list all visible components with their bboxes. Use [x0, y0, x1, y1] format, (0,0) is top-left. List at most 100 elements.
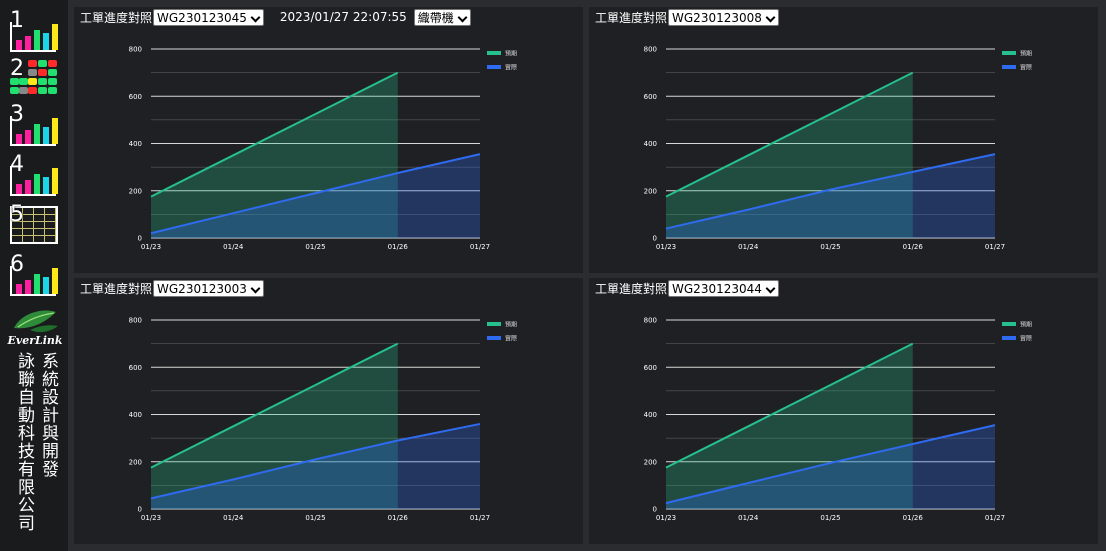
panel-header: 工單進度對照 WG230123003 [80, 278, 264, 298]
x-tick-label: 01/26 [388, 514, 409, 522]
nav-item-5[interactable]: 5 [8, 202, 58, 248]
y-tick-label: 800 [129, 46, 142, 54]
series-line-actual [150, 153, 481, 235]
legend-swatch [487, 336, 501, 340]
x-tick-label: 01/25 [820, 243, 840, 251]
y-tick-label: 800 [129, 317, 142, 325]
nav-number: 4 [10, 152, 24, 177]
y-tick-label: 400 [644, 140, 657, 148]
series-line-planned [150, 71, 399, 198]
y-tick-label: 200 [644, 187, 657, 195]
nav-number: 3 [10, 102, 24, 127]
planned-area [666, 343, 913, 509]
nav-item-3[interactable]: 3 [8, 102, 58, 148]
x-tick-label: 01/25 [305, 243, 325, 251]
work-order-label: 工單進度對照 [80, 10, 153, 25]
y-tick-label: 200 [129, 458, 142, 466]
nav-number: 5 [10, 202, 24, 227]
nav-item-1[interactable]: 1 [8, 8, 58, 54]
legend-swatch [487, 65, 501, 69]
bar-chart-icon [10, 22, 58, 52]
legend-swatch [487, 322, 501, 326]
y-tick-label: 800 [644, 317, 657, 325]
legend-label: 預期 [1020, 50, 1032, 58]
bar-chart-icon [10, 266, 58, 296]
machine-select[interactable]: 織帶機 [413, 8, 471, 26]
company-slogan: 系統設計與開發 [38, 352, 58, 478]
x-tick-label: 01/24 [738, 243, 759, 251]
actual-area [151, 154, 480, 238]
actual-area [666, 154, 995, 238]
nav-number: 2 [10, 56, 24, 81]
actual-area [666, 425, 995, 509]
series-line-actual [665, 424, 996, 505]
legend-label: 預期 [505, 50, 517, 58]
nav-item-6[interactable]: 6 [8, 252, 58, 298]
progress-chart: 0 200 400 600 800 01/23 01/24 01/25 01/26 01/27 預期… [129, 46, 517, 252]
legend-swatch [1002, 322, 1016, 326]
y-tick-label: 600 [129, 93, 142, 101]
legend-label: 實際 [505, 335, 517, 343]
work-order-select[interactable]: WG230123044 [668, 279, 779, 297]
y-tick-label: 600 [644, 93, 657, 101]
planned-area [151, 72, 398, 238]
y-tick-label: 600 [644, 364, 657, 372]
planned-area [151, 343, 398, 509]
x-tick-label: 01/23 [141, 514, 161, 522]
legend-swatch [1002, 336, 1016, 340]
panel-header: 工單進度對照 WG230123008 [595, 7, 779, 27]
legend-swatch [1002, 65, 1016, 69]
x-tick-label: 01/25 [820, 514, 840, 522]
x-tick-label: 01/26 [388, 243, 409, 251]
x-tick-label: 01/23 [141, 243, 161, 251]
work-order-select[interactable]: WG230123008 [668, 8, 779, 26]
legend-label: 實際 [505, 64, 517, 72]
progress-chart: 0 200 400 600 800 01/23 01/24 01/25 01/26 01/27 預期… [644, 46, 1032, 252]
series-line-planned [665, 71, 914, 198]
legend-label: 實際 [1020, 64, 1032, 72]
y-tick-label: 0 [138, 235, 142, 243]
actual-area [151, 423, 480, 509]
work-order-label: 工單進度對照 [80, 281, 153, 296]
chart-panel-4: 工單進度對照 WG230123044 0 200 400 600 800 01/23 01/… [589, 278, 1098, 544]
progress-chart: 0 200 400 600 800 01/23 01/24 01/25 01/26 01/27 預期… [129, 317, 517, 523]
legend-swatch [487, 51, 501, 55]
x-tick-label: 01/24 [223, 514, 244, 522]
x-tick-label: 01/27 [985, 514, 1005, 522]
timestamp: 2023/01/27 22:07:55 [279, 10, 407, 24]
x-tick-label: 01/27 [985, 243, 1005, 251]
series-line-actual [665, 153, 996, 230]
x-tick-label: 01/26 [903, 243, 924, 251]
work-order-select[interactable]: WG230123003 [153, 279, 264, 297]
series-line-planned [150, 342, 399, 469]
legend-label: 預期 [1020, 321, 1032, 329]
nav-item-4[interactable]: 4 [8, 152, 58, 198]
nav-number: 6 [10, 252, 24, 277]
brand-name: EverLink [7, 334, 63, 347]
work-order-label: 工單進度對照 [595, 10, 668, 25]
y-tick-label: 400 [129, 411, 142, 419]
nav-number: 1 [10, 8, 24, 33]
legend-label: 預期 [505, 321, 517, 329]
bar-chart-icon [10, 116, 58, 146]
y-tick-label: 600 [129, 364, 142, 372]
sidebar: 1 2 3 [0, 0, 68, 551]
y-tick-label: 200 [129, 187, 142, 195]
y-tick-label: 200 [644, 458, 657, 466]
x-tick-label: 01/25 [305, 514, 325, 522]
nav-item-2[interactable]: 2 [8, 56, 57, 102]
x-tick-label: 01/24 [223, 243, 244, 251]
series-line-actual [150, 422, 481, 500]
series-line-planned [665, 342, 914, 469]
x-tick-label: 01/27 [470, 514, 490, 522]
planned-area [666, 72, 913, 238]
leaf-logo-icon [14, 310, 58, 333]
chart-panel-2: 工單進度對照 WG230123008 0 200 400 600 800 01/23 01/… [589, 7, 1098, 273]
y-tick-label: 800 [644, 46, 657, 54]
chart-panel-1: 工單進度對照 WG230123045 2023/01/27 22:07:55 織… [74, 7, 583, 273]
panel-header: 工單進度對照 WG230123045 2023/01/27 22:07:55 織… [80, 7, 471, 27]
y-tick-label: 0 [653, 235, 657, 243]
table-icon [10, 206, 58, 244]
x-tick-label: 01/24 [738, 514, 759, 522]
work-order-select[interactable]: WG230123045 [153, 8, 264, 26]
